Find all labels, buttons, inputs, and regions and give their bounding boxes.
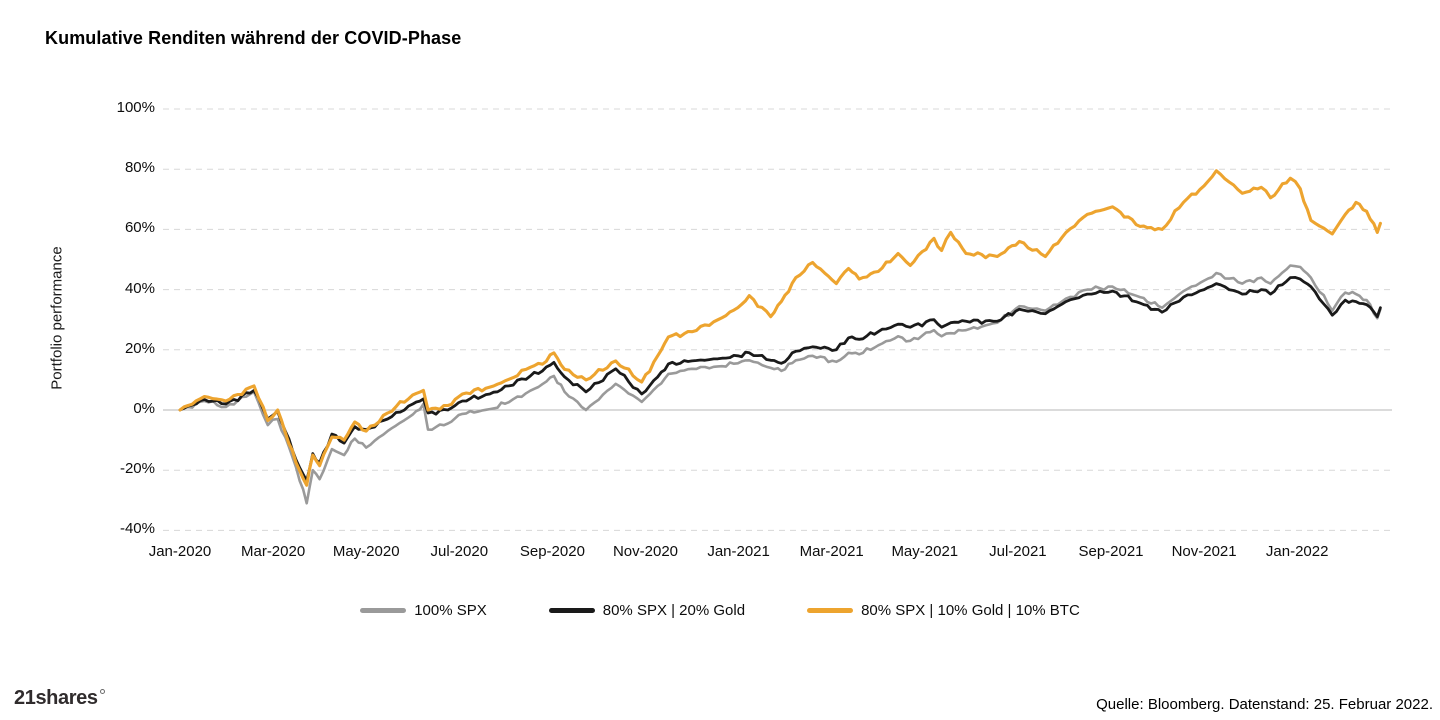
y-tick-label: 100%	[116, 99, 155, 116]
legend-item: 80% SPX | 10% Gold | 10% BTC	[807, 602, 1080, 619]
chart-legend: 100% SPX 80% SPX | 20% Gold 80% SPX | 10% …	[0, 602, 1440, 619]
legend-item: 100% SPX	[360, 602, 487, 619]
y-tick-label: 0%	[133, 400, 155, 417]
x-tick-label: Jan-2021	[707, 543, 770, 560]
y-tick-label: 40%	[124, 279, 155, 297]
y-tick-label: 60%	[124, 219, 155, 237]
legend-item: 80% SPX | 20% Gold	[548, 602, 746, 619]
x-tick-label: Sep-2020	[519, 543, 585, 560]
y-tick-label: 20%	[124, 339, 155, 357]
x-tick-label: Mar-2020	[240, 543, 306, 560]
x-tick-label: Jul-2021	[989, 543, 1047, 560]
x-tick-label: Jan-2022	[1265, 543, 1329, 560]
brand-logo: 21shares	[14, 687, 105, 710]
x-tick-label: Nov-2021	[1171, 543, 1237, 560]
y-tick-label: 80%	[124, 159, 155, 177]
source-note: Quelle: Bloomberg. Datenstand: 25. Febru…	[1096, 696, 1433, 713]
legend-swatch-icon	[807, 608, 854, 613]
trademark-dot-icon	[99, 689, 105, 694]
x-tick-label: Sep-2021	[1078, 543, 1144, 560]
series-line-80-spx-20-gold	[178, 276, 1382, 483]
x-tick-label: Jul-2020	[430, 543, 489, 560]
legend-swatch-icon	[360, 608, 407, 613]
series-line-100-spx	[178, 264, 1382, 505]
chart-title: Kumulative Renditen während der COVID-Ph…	[45, 28, 462, 48]
brand-logo-text: 21shares	[14, 687, 98, 709]
legend-label: 80% SPX | 20% Gold	[602, 602, 746, 619]
series-line-80-spx-10-gold-10-btc	[178, 169, 1382, 487]
x-tick-label: Nov-2020	[612, 543, 679, 560]
legend-label: 100% SPX	[414, 602, 487, 619]
x-tick-label: Mar-2021	[799, 543, 864, 560]
y-tick-label: -20%	[119, 460, 155, 478]
legend-swatch-icon	[548, 608, 595, 613]
x-tick-label: Jan-2020	[148, 543, 212, 560]
x-tick-label: May-2020	[332, 543, 400, 560]
x-tick-label: May-2021	[891, 543, 959, 560]
y-tick-label: -40%	[119, 520, 155, 538]
legend-label: 80% SPX | 10% Gold | 10% BTC	[861, 602, 1080, 619]
